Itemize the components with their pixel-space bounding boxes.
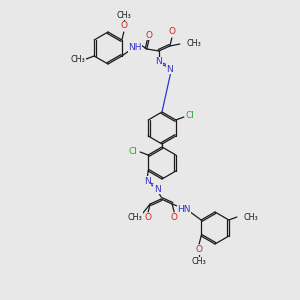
Text: O: O [120,22,128,31]
Text: O: O [168,28,175,37]
Text: Cl: Cl [185,112,194,121]
Text: CH₃: CH₃ [116,11,131,20]
Text: CH₃: CH₃ [244,212,259,221]
Text: Cl: Cl [129,146,138,155]
Text: CH₃: CH₃ [128,212,142,221]
Text: N: N [154,184,160,194]
Text: N: N [167,64,173,74]
Text: N: N [144,176,151,185]
Text: NH: NH [128,44,142,52]
Text: HN: HN [177,205,191,214]
Text: O: O [146,31,152,40]
Text: CH₃: CH₃ [71,55,86,64]
Text: O: O [171,214,178,223]
Text: O: O [196,245,202,254]
Text: CH₃: CH₃ [192,257,206,266]
Text: O: O [145,214,152,223]
Text: CH₃: CH₃ [187,40,202,49]
Text: N: N [155,58,162,67]
